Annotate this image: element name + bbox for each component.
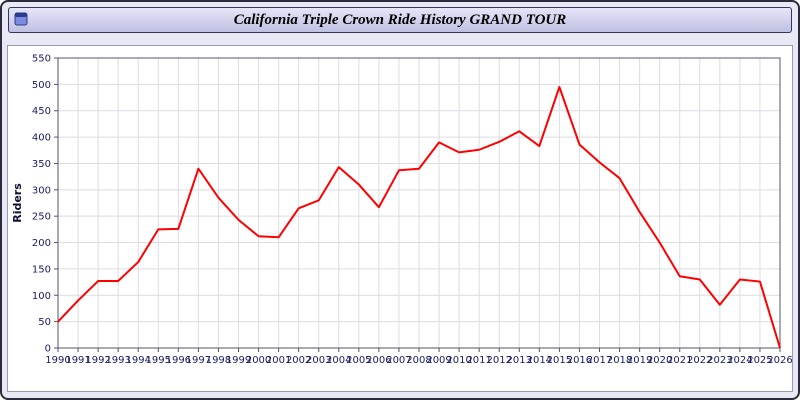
- svg-text:1994: 1994: [125, 355, 150, 366]
- svg-text:550: 550: [32, 54, 51, 65]
- svg-text:2005: 2005: [346, 355, 371, 366]
- svg-text:2011: 2011: [466, 355, 491, 366]
- svg-text:2024: 2024: [727, 355, 752, 366]
- svg-text:1993: 1993: [105, 355, 130, 366]
- svg-text:2003: 2003: [306, 355, 331, 366]
- svg-text:1995: 1995: [146, 355, 171, 366]
- svg-text:2014: 2014: [527, 355, 552, 366]
- svg-text:2007: 2007: [386, 355, 411, 366]
- window-title: California Triple Crown Ride History GRA…: [233, 11, 567, 28]
- svg-text:2010: 2010: [446, 355, 471, 366]
- svg-text:1990: 1990: [45, 355, 70, 366]
- title-bar: California Triple Crown Ride History GRA…: [8, 7, 792, 33]
- svg-text:1996: 1996: [166, 355, 191, 366]
- svg-text:50: 50: [38, 317, 51, 328]
- svg-text:500: 500: [32, 80, 51, 91]
- svg-text:Riders: Riders: [11, 183, 24, 223]
- svg-text:1992: 1992: [85, 355, 110, 366]
- svg-text:2008: 2008: [406, 355, 431, 366]
- svg-text:2022: 2022: [687, 355, 712, 366]
- svg-text:0: 0: [45, 344, 51, 355]
- svg-text:2018: 2018: [607, 355, 632, 366]
- svg-text:2012: 2012: [486, 355, 511, 366]
- svg-text:150: 150: [32, 264, 51, 275]
- svg-text:2026: 2026: [767, 355, 792, 366]
- svg-text:1999: 1999: [226, 355, 251, 366]
- svg-text:200: 200: [32, 238, 51, 249]
- svg-text:2001: 2001: [266, 355, 291, 366]
- svg-text:2006: 2006: [366, 355, 391, 366]
- svg-text:300: 300: [32, 185, 51, 196]
- svg-text:350: 350: [32, 159, 51, 170]
- svg-text:2002: 2002: [286, 355, 311, 366]
- svg-text:250: 250: [32, 212, 51, 223]
- chart-panel: 0 50 100 150 200 250 300 350 400 450 500 550 1990 199…: [7, 45, 793, 392]
- svg-text:2015: 2015: [547, 355, 572, 366]
- svg-text:2017: 2017: [587, 355, 612, 366]
- svg-text:2020: 2020: [647, 355, 672, 366]
- svg-text:2013: 2013: [507, 355, 532, 366]
- svg-text:2019: 2019: [627, 355, 652, 366]
- svg-text:2009: 2009: [426, 355, 451, 366]
- svg-text:2025: 2025: [747, 355, 772, 366]
- line-chart: 0501001502002503003504004505005501990199…: [11, 54, 792, 367]
- svg-text:1998: 1998: [206, 355, 231, 366]
- svg-text:450: 450: [32, 106, 51, 117]
- svg-text:2021: 2021: [667, 355, 692, 366]
- svg-text:100: 100: [32, 291, 51, 302]
- svg-text:2004: 2004: [326, 355, 351, 366]
- svg-text:2023: 2023: [707, 355, 732, 366]
- svg-text:1997: 1997: [186, 355, 211, 366]
- app-icon: [14, 12, 28, 26]
- svg-text:2000: 2000: [246, 355, 271, 366]
- svg-text:1991: 1991: [65, 355, 90, 366]
- svg-text:400: 400: [32, 133, 51, 144]
- svg-text:2016: 2016: [567, 355, 592, 366]
